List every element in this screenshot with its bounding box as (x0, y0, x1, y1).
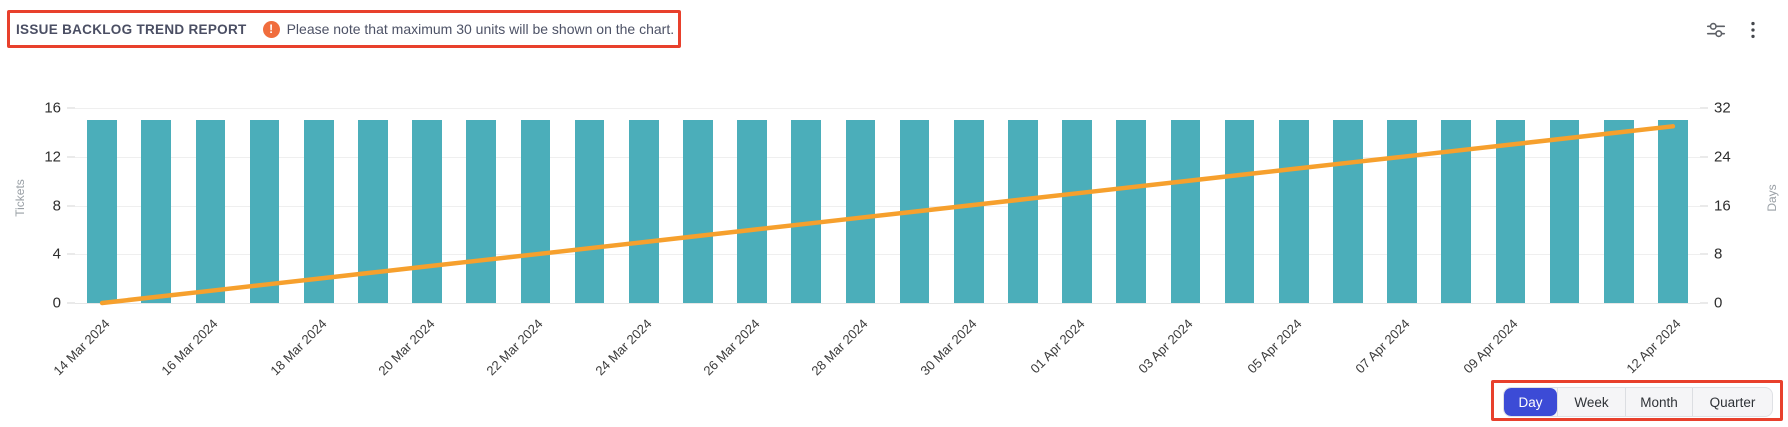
x-axis-date-label: 07 Apr 2024 (1352, 316, 1413, 377)
right-tick-label: 32 (1714, 99, 1731, 117)
bar-tickets[interactable] (1495, 120, 1526, 303)
left-tick-mark (67, 205, 75, 206)
trend-line-days (99, 124, 1676, 306)
bar-tickets[interactable] (1387, 120, 1417, 303)
x-axis-date-label: 28 Mar 2024 (808, 316, 872, 379)
x-axis-date-label: 14 Mar 2024 (50, 316, 113, 379)
range-button-month[interactable]: Month (1625, 388, 1692, 416)
x-axis-labels: 14 Mar 2024 16 Mar 2024 18 Mar 2024 20 Mar … (50, 310, 1700, 390)
bar-tickets[interactable] (845, 120, 876, 303)
right-tick-mark (1700, 253, 1708, 255)
report-header: ISSUE BACKLOG TREND REPORT Please note t… (16, 10, 674, 48)
bar-tickets[interactable] (141, 120, 172, 303)
bar-tickets[interactable] (1170, 120, 1201, 303)
range-button-day[interactable]: Day (1504, 388, 1557, 416)
x-axis-baseline (75, 303, 1700, 304)
bar-tickets[interactable] (1278, 120, 1309, 303)
right-tick-label: 24 (1714, 148, 1731, 166)
x-axis-date-label: 03 Apr 2024 (1135, 316, 1197, 377)
x-axis-date-label: 16 Mar 2024 (158, 316, 222, 379)
x-axis-date-label: 09 Apr 2024 (1460, 316, 1522, 377)
range-button-quarter[interactable]: Quarter (1692, 388, 1772, 416)
bar-tickets[interactable] (628, 120, 659, 303)
x-axis-date-label: 20 Mar 2024 (375, 316, 438, 379)
gridline (75, 108, 1700, 109)
bar-tickets[interactable] (791, 120, 822, 303)
bar-tickets[interactable] (1603, 120, 1634, 303)
report-note: Please note that maximum 30 units will b… (286, 21, 675, 37)
x-axis-date-label: 26 Mar 2024 (700, 316, 763, 379)
left-tick-label: 8 (52, 197, 61, 214)
x-axis-date-label: 01 Apr 2024 (1027, 316, 1088, 377)
bar-tickets[interactable] (1658, 120, 1688, 303)
x-axis-date-label: 22 Mar 2024 (483, 316, 547, 379)
bar-tickets[interactable] (412, 120, 442, 303)
bar-tickets[interactable] (1008, 120, 1038, 303)
left-tick-label: 4 (52, 245, 61, 263)
left-tick-mark (67, 107, 75, 109)
gridline (75, 156, 1700, 158)
left-tick-label: 0 (52, 294, 61, 312)
alert-circle-icon (262, 20, 280, 38)
time-range-selector: Day Week Month Quarter (1503, 387, 1773, 417)
bar-tickets[interactable] (303, 120, 334, 303)
bar-tickets[interactable] (1333, 120, 1363, 303)
left-tick-label: 16 (44, 99, 61, 117)
bar-tickets[interactable] (249, 120, 280, 303)
bar-tickets[interactable] (87, 120, 117, 303)
gridline (75, 254, 1700, 256)
x-axis-date-label: 18 Mar 2024 (267, 316, 330, 379)
x-axis-date-label: 24 Mar 2024 (592, 316, 655, 379)
bar-tickets[interactable] (737, 120, 767, 303)
bar-tickets[interactable] (574, 120, 605, 303)
bar-tickets[interactable] (520, 120, 551, 303)
right-tick-mark (1700, 107, 1708, 109)
right-tick-label: 8 (1714, 245, 1723, 263)
bar-tickets[interactable] (1224, 120, 1255, 303)
right-tick-mark (1700, 302, 1708, 304)
gridline (75, 205, 1700, 207)
bar-tickets[interactable] (683, 120, 713, 303)
range-button-week[interactable]: Week (1557, 388, 1625, 416)
x-axis-date-label: 12 Apr 2024 (1623, 316, 1684, 377)
right-tick-label: 0 (1714, 294, 1723, 312)
right-axis-ticks: 0 8 16 24 32 (1700, 100, 1788, 312)
left-tick-mark (67, 302, 75, 304)
kebab-menu-icon[interactable] (1740, 17, 1766, 43)
bar-tickets[interactable] (466, 120, 497, 303)
left-tick-mark (67, 156, 75, 158)
left-tick-label: 12 (44, 148, 61, 166)
bar-tickets[interactable] (195, 120, 226, 303)
left-tick-mark (67, 253, 75, 255)
x-axis-date-label: 30 Mar 2024 (917, 316, 980, 379)
left-axis-ticks: 0 4 8 12 16 (0, 100, 75, 312)
x-axis-date-label: 05 Apr 2024 (1244, 316, 1305, 377)
bar-tickets[interactable] (1549, 120, 1580, 303)
bar-tickets[interactable] (1116, 120, 1147, 303)
right-tick-mark (1700, 156, 1708, 158)
bar-tickets[interactable] (1062, 120, 1092, 303)
right-tick-label: 16 (1714, 197, 1731, 214)
filter-sliders-icon[interactable] (1703, 17, 1729, 43)
plot-area (75, 108, 1700, 306)
right-tick-mark (1700, 205, 1708, 206)
bar-tickets[interactable] (953, 120, 984, 303)
report-title: ISSUE BACKLOG TREND REPORT (16, 21, 247, 37)
